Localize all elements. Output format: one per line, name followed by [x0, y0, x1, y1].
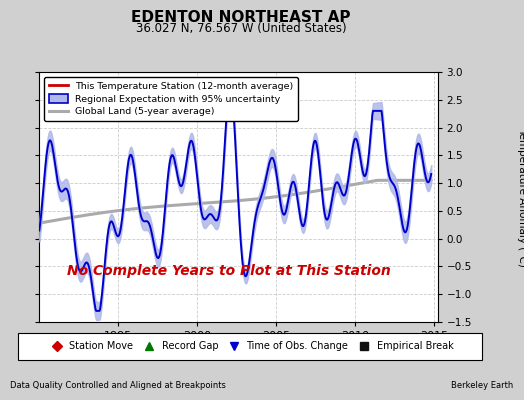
Text: 36.027 N, 76.567 W (United States): 36.027 N, 76.567 W (United States)	[136, 22, 346, 35]
Text: Berkeley Earth: Berkeley Earth	[451, 381, 514, 390]
Legend: This Temperature Station (12-month average), Regional Expectation with 95% uncer: This Temperature Station (12-month avera…	[44, 77, 298, 121]
Text: No Complete Years to Plot at This Station: No Complete Years to Plot at This Statio…	[67, 264, 391, 278]
Legend: Station Move, Record Gap, Time of Obs. Change, Empirical Break: Station Move, Record Gap, Time of Obs. C…	[45, 340, 455, 353]
Y-axis label: Temperature Anomaly (°C): Temperature Anomaly (°C)	[518, 128, 524, 266]
Text: EDENTON NORTHEAST AP: EDENTON NORTHEAST AP	[132, 10, 351, 25]
FancyBboxPatch shape	[18, 333, 482, 360]
Text: Data Quality Controlled and Aligned at Breakpoints: Data Quality Controlled and Aligned at B…	[10, 381, 226, 390]
